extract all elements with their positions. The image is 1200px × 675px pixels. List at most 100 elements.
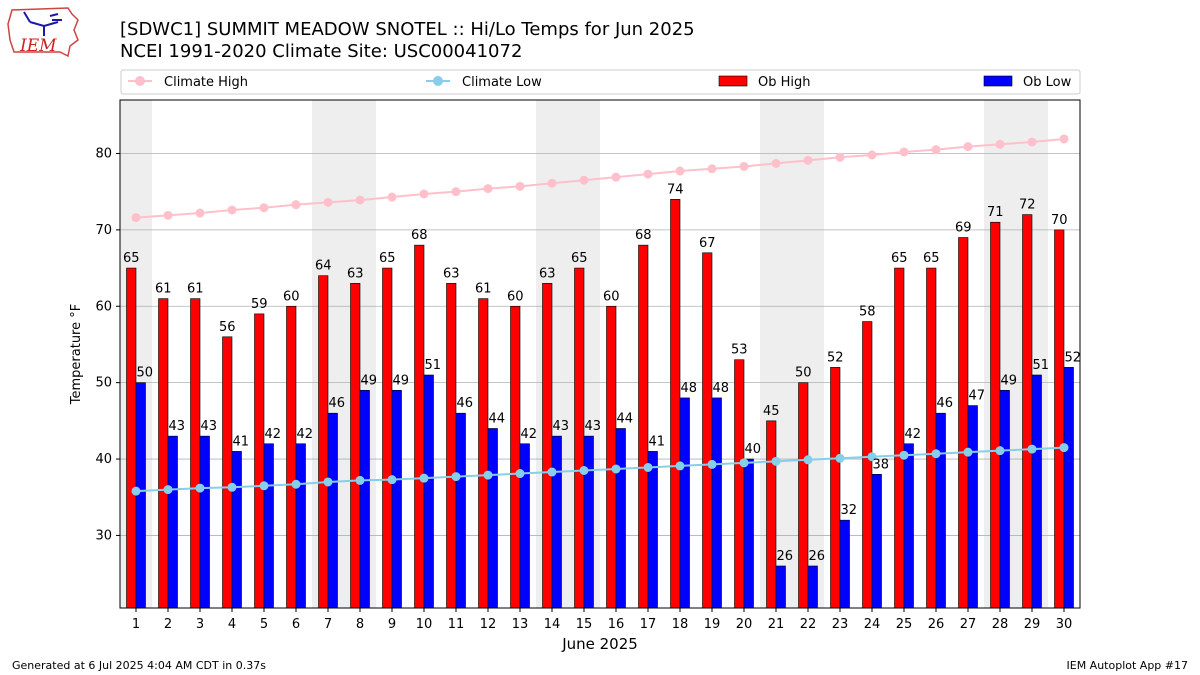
ob-high-bar bbox=[1022, 214, 1033, 609]
ob-low-value-label: 44 bbox=[488, 411, 505, 426]
ob-low-bar bbox=[871, 474, 882, 609]
ob-low-bar bbox=[1063, 367, 1074, 609]
ob-high-value-label: 65 bbox=[923, 251, 940, 266]
climate-low-line bbox=[135, 446, 1065, 493]
ob-low-bar bbox=[647, 451, 658, 609]
climate-low-marker bbox=[899, 450, 909, 460]
climate-low-marker bbox=[483, 470, 493, 480]
ob-high-value-label: 65 bbox=[379, 251, 396, 266]
ob-low-bar bbox=[487, 428, 498, 609]
climate-high-marker bbox=[1027, 137, 1037, 147]
legend-ob-high-label: Ob High bbox=[758, 75, 811, 90]
x-tick-label: 26 bbox=[928, 617, 945, 632]
x-tick-label: 16 bbox=[608, 617, 625, 632]
ob-high-value-label: 56 bbox=[219, 320, 236, 335]
ob-high-value-label: 74 bbox=[667, 182, 684, 197]
ob-high-bar bbox=[990, 221, 1001, 609]
ob-low-value-label: 38 bbox=[872, 457, 889, 472]
climate-low-marker bbox=[387, 475, 397, 485]
climate-low-marker bbox=[163, 485, 173, 495]
climate-high-marker bbox=[355, 195, 365, 205]
ob-low-bar bbox=[327, 412, 338, 609]
bar-labels: 65 50 61 43 61 43 56 41 59 42 60 42 64 46 63 49 65 49 68 51… bbox=[123, 182, 1081, 564]
climate-low-marker bbox=[739, 458, 749, 468]
climate-high-marker bbox=[451, 187, 461, 197]
x-tick-label: 19 bbox=[704, 617, 721, 632]
climate-high-marker bbox=[867, 150, 877, 160]
x-tick-label: 18 bbox=[672, 617, 689, 632]
ob-high-bar bbox=[926, 267, 937, 609]
ob-low-value-label: 49 bbox=[392, 373, 409, 388]
ob-high-bar bbox=[734, 359, 745, 609]
ob-high-bar bbox=[606, 305, 617, 609]
y-axis: 30 40 50 60 70 80 bbox=[95, 146, 120, 543]
x-axis-label: June 2025 bbox=[561, 635, 638, 653]
climate-low-marker bbox=[995, 446, 1005, 456]
ob-high-bar bbox=[862, 321, 873, 609]
ob-high-value-label: 65 bbox=[891, 251, 908, 266]
y-tick-label: 40 bbox=[95, 452, 112, 467]
ob-low-value-label: 51 bbox=[1032, 358, 1049, 373]
ob-low-bar bbox=[391, 389, 402, 609]
ob-high-value-label: 63 bbox=[347, 266, 364, 281]
chart-title-line1: [SDWC1] SUMMIT MEADOW SNOTEL :: Hi/Lo Te… bbox=[120, 19, 695, 40]
climate-high-marker bbox=[611, 172, 621, 182]
climate-low-marker bbox=[611, 464, 621, 474]
climate-high-marker bbox=[771, 158, 781, 168]
ob-low-value-label: 42 bbox=[520, 427, 537, 442]
ob-high-value-label: 50 bbox=[795, 366, 812, 381]
ob-high-bar bbox=[766, 420, 777, 609]
climate-low-marker bbox=[1027, 444, 1037, 454]
ob-high-bar bbox=[222, 336, 233, 609]
ob-high-value-label: 60 bbox=[603, 289, 620, 304]
logo-text: IEM bbox=[19, 36, 57, 56]
x-tick-label: 12 bbox=[480, 617, 497, 632]
ob-high-bar bbox=[670, 199, 681, 609]
footer-left: Generated at 6 Jul 2025 4:04 AM CDT in 0… bbox=[12, 659, 266, 672]
ob-low-bar bbox=[423, 374, 434, 609]
climate-high-marker bbox=[291, 200, 301, 210]
ob-low-value-label: 26 bbox=[808, 549, 825, 564]
legend-ob-low-swatch bbox=[983, 75, 1013, 87]
ob-low-bar bbox=[231, 451, 242, 609]
x-tick-label: 21 bbox=[768, 617, 785, 632]
ob-low-bar bbox=[615, 428, 626, 609]
ob-high-value-label: 71 bbox=[987, 205, 1004, 220]
climate-low-marker bbox=[291, 479, 301, 489]
ob-low-value-label: 46 bbox=[456, 396, 473, 411]
ob-low-bar bbox=[583, 435, 594, 609]
climate-low-marker bbox=[451, 472, 461, 482]
chart-title-line2: NCEI 1991-2020 Climate Site: USC00041072 bbox=[120, 41, 522, 62]
x-tick-label: 8 bbox=[356, 617, 364, 632]
climate-high-marker bbox=[387, 192, 397, 202]
ob-high-bar bbox=[126, 267, 137, 609]
plot-frame bbox=[119, 99, 1081, 609]
climate-high-marker bbox=[995, 139, 1005, 149]
ob-low-bar bbox=[839, 519, 850, 609]
x-tick-label: 30 bbox=[1056, 617, 1073, 632]
climate-high-marker bbox=[739, 161, 749, 171]
ob-high-value-label: 60 bbox=[507, 289, 524, 304]
ob-low-value-label: 50 bbox=[136, 366, 153, 381]
x-tick-label: 28 bbox=[992, 617, 1009, 632]
ob-high-bar bbox=[478, 298, 489, 609]
ob-low-value-label: 32 bbox=[840, 503, 857, 518]
x-tick-label: 11 bbox=[448, 617, 465, 632]
climate-high-marker bbox=[675, 166, 685, 176]
ob-low-value-label: 48 bbox=[712, 381, 729, 396]
x-axis: 1 2 3 4 5 6 7 8 9 10 11 12 13 14 15 16 17 18 19 20 21 22 23 24 2… bbox=[132, 608, 1072, 632]
ob-low-bar bbox=[295, 443, 306, 609]
ob-high-bar bbox=[830, 367, 841, 609]
ob-high-value-label: 67 bbox=[699, 236, 716, 251]
x-tick-label: 29 bbox=[1024, 617, 1041, 632]
x-tick-label: 2 bbox=[164, 617, 172, 632]
ob-low-value-label: 43 bbox=[584, 419, 601, 434]
ob-low-value-label: 26 bbox=[776, 549, 793, 564]
x-tick-label: 23 bbox=[832, 617, 849, 632]
ob-low-value-label: 52 bbox=[1064, 350, 1081, 365]
ob-high-value-label: 65 bbox=[123, 251, 140, 266]
climate-high-marker bbox=[707, 164, 717, 174]
x-tick-label: 24 bbox=[864, 617, 881, 632]
climate-high-marker bbox=[483, 184, 493, 194]
climate-high-marker bbox=[899, 147, 909, 157]
